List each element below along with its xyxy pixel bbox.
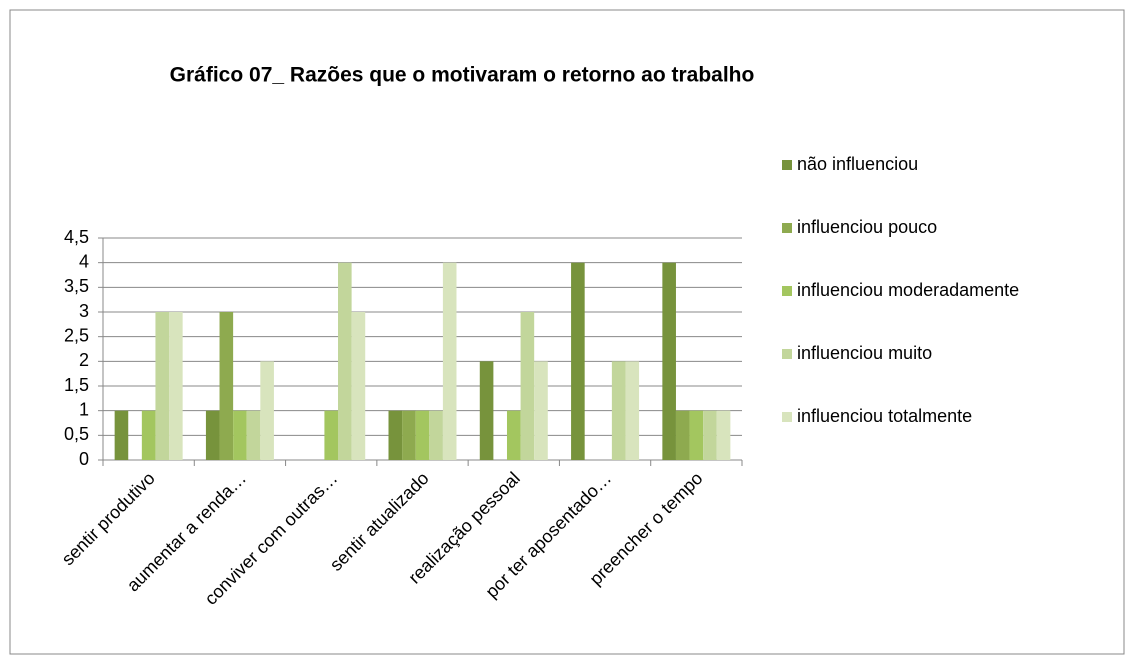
bar [429, 410, 443, 460]
y-tick-label: 4 [79, 251, 89, 271]
bar [520, 312, 535, 460]
bar [689, 410, 704, 460]
bar [506, 410, 521, 460]
bar [716, 410, 731, 460]
bar [141, 410, 156, 460]
bar [442, 262, 457, 460]
bar [260, 361, 274, 460]
y-tick-label: 1,5 [64, 375, 89, 395]
bar [662, 262, 676, 460]
chart-frame [9, 9, 1125, 655]
legend-swatch [782, 223, 792, 233]
legend-label: influenciou moderadamente [797, 280, 1019, 300]
bar [703, 410, 717, 460]
bar [219, 312, 234, 460]
legend-swatch [782, 286, 792, 296]
legend-label: influenciou muito [797, 343, 932, 363]
y-tick-label: 4,5 [64, 227, 89, 247]
bar [675, 410, 690, 460]
legend-swatch [782, 160, 792, 170]
legend-label: influenciou pouco [797, 217, 937, 237]
y-tick-label: 3 [79, 301, 89, 321]
legend-label: influenciou totalmente [797, 406, 972, 426]
y-tick-label: 0 [79, 449, 89, 469]
bar [233, 410, 247, 460]
bar [479, 361, 494, 460]
bar [611, 361, 626, 460]
bar [534, 361, 548, 460]
bar [571, 262, 585, 460]
y-tick-label: 2 [79, 350, 89, 370]
y-tick-label: 0,5 [64, 424, 89, 444]
bar [246, 410, 261, 460]
bar [388, 410, 403, 460]
legend-swatch [782, 349, 792, 359]
bar [351, 312, 366, 460]
bar [155, 312, 170, 460]
bar [402, 410, 416, 460]
y-tick-label: 1 [79, 399, 89, 419]
y-tick-label: 2,5 [64, 325, 89, 345]
y-tick-label: 3,5 [64, 276, 89, 296]
bar [338, 262, 352, 460]
legend-swatch [782, 412, 792, 422]
bar [205, 410, 220, 460]
bar [625, 361, 640, 460]
bar [324, 410, 339, 460]
bar [169, 312, 183, 460]
legend-label: não influenciou [797, 154, 918, 174]
bar [114, 410, 129, 460]
chart-title: Gráfico 07_ Razões que o motivaram o ret… [170, 64, 755, 87]
bar [415, 410, 430, 460]
